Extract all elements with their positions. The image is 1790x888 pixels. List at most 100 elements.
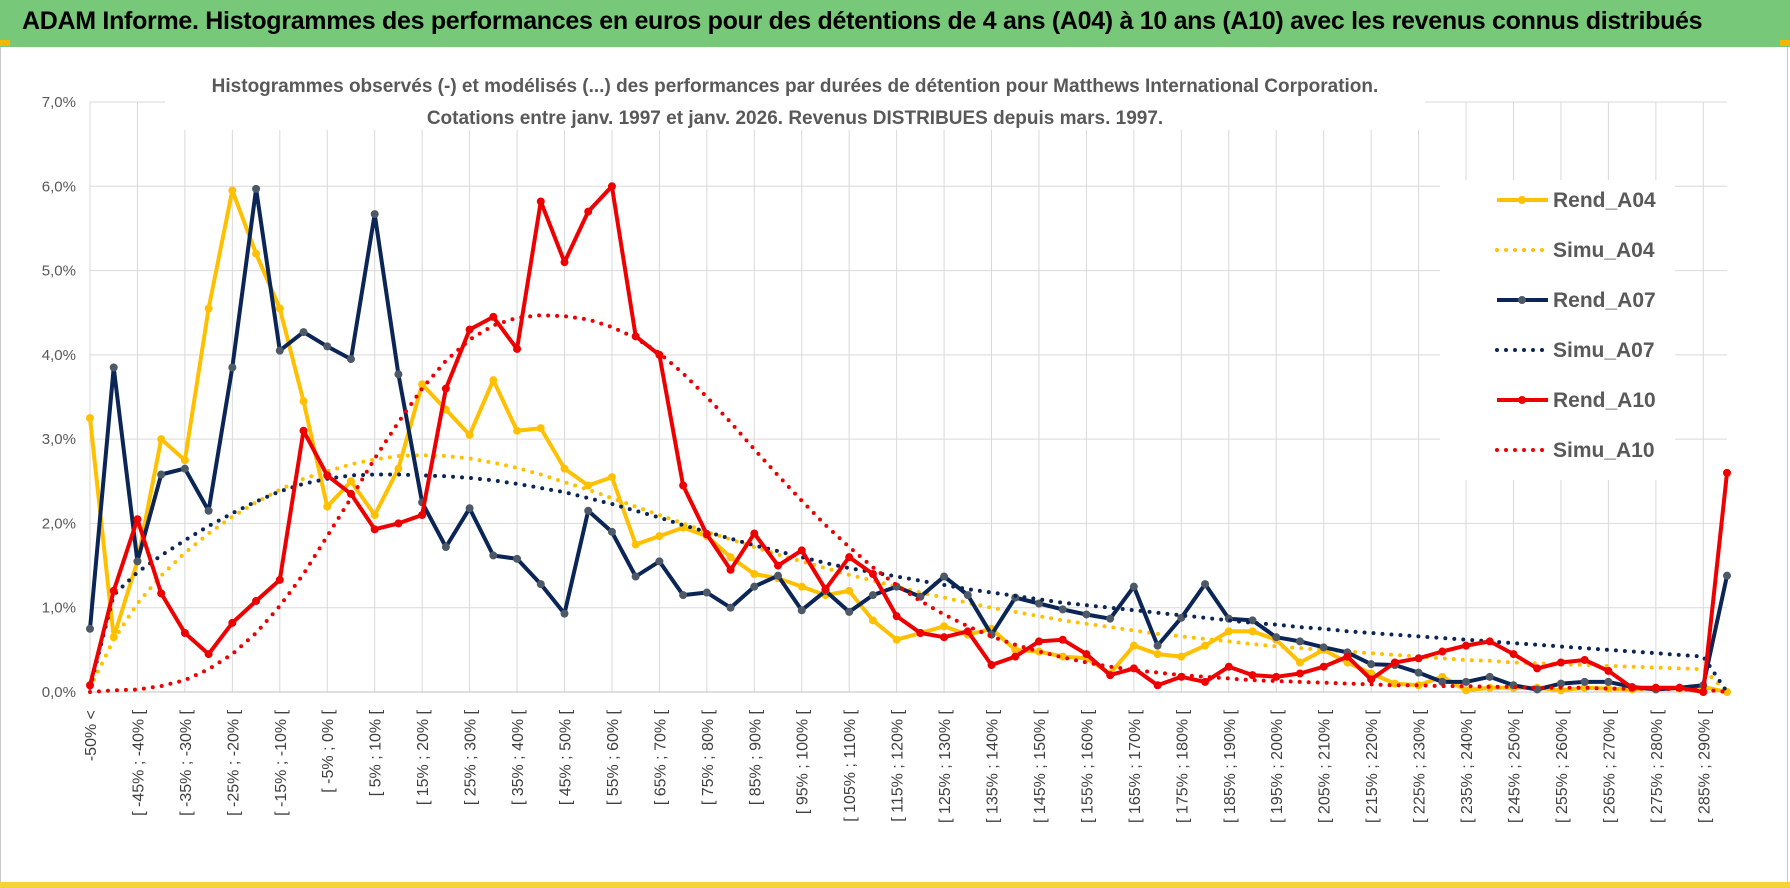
data-point-rend-a10 [1462, 641, 1471, 650]
x-tick-label: [ 65% ; 70% [ [652, 709, 669, 805]
data-point-rend-a10 [157, 589, 166, 598]
x-tick-label: [ 275% ; 280% [ [1649, 709, 1666, 823]
data-point-rend-a07 [797, 606, 806, 615]
data-point-rend-a04 [726, 553, 735, 562]
data-point-rend-a10 [963, 627, 972, 636]
data-point-rend-a10 [1580, 655, 1589, 664]
data-point-rend-a07 [204, 506, 213, 515]
x-tick-label: [ 155% ; 160% [ [1079, 709, 1096, 823]
data-point-rend-a10 [133, 515, 142, 524]
legend-marker-rend-a07 [1518, 296, 1526, 304]
x-tick-label: [ 205% ; 210% [ [1317, 709, 1334, 823]
x-tick-label: [ 45% ; 50% [ [557, 709, 574, 805]
data-point-rend-a04 [584, 481, 593, 490]
data-point-rend-a04 [346, 477, 355, 486]
series-line-rend-a07 [88, 186, 1729, 692]
data-point-rend-a07 [1058, 605, 1067, 614]
data-point-rend-a10 [1224, 662, 1233, 671]
data-point-rend-a07 [86, 624, 94, 633]
data-point-rend-a10 [370, 525, 379, 534]
x-tick-label: [ -15% ; -10% [ [273, 709, 290, 815]
data-point-rend-a04 [418, 380, 427, 389]
series-line-rend-a10 [88, 184, 1729, 694]
y-tick-label: 7,0% [42, 94, 76, 111]
data-point-rend-a07 [845, 607, 854, 616]
y-tick-label: 5,0% [42, 263, 76, 280]
data-point-rend-a10 [1295, 669, 1304, 678]
data-point-rend-a04 [465, 430, 474, 439]
data-point-rend-a10 [180, 629, 189, 637]
data-point-rend-a04 [655, 532, 664, 541]
data-point-rend-a10 [797, 546, 806, 555]
data-point-rend-a10 [109, 586, 118, 595]
data-point-rend-a04 [560, 464, 569, 473]
data-point-rend-a10 [607, 182, 616, 191]
series-line-simu-a04 [88, 453, 1729, 694]
x-tick-label: [ 185% ; 190% [ [1222, 709, 1239, 823]
report-banner: ADAM Informe. Histogrammes des performan… [0, 0, 1790, 47]
data-point-rend-a04 [513, 426, 522, 435]
x-tick-label: [ 225% ; 230% [ [1412, 709, 1429, 823]
data-point-rend-a07 [1201, 580, 1210, 589]
data-point-rend-a04 [1129, 641, 1138, 650]
data-point-rend-a10 [513, 344, 522, 353]
x-tick-label: [ 85% ; 90% [ [747, 709, 764, 805]
chart-subtitle: Cotations entre janv. 1997 et janv. 2026… [427, 108, 1163, 129]
data-point-rend-a07 [560, 609, 569, 618]
data-point-rend-a10 [1343, 652, 1352, 661]
data-point-rend-a07 [157, 470, 166, 479]
data-point-rend-a04 [228, 186, 237, 195]
data-point-rend-a10 [584, 207, 593, 216]
data-point-rend-a10 [845, 553, 854, 562]
data-point-rend-a07 [963, 591, 972, 600]
data-point-rend-a10 [299, 426, 308, 435]
data-point-rend-a04 [892, 635, 901, 644]
legend-label-simu-a04: Simu_A04 [1553, 239, 1655, 262]
x-tick-label: [ 165% ; 170% [ [1127, 709, 1144, 823]
data-point-rend-a10 [536, 197, 545, 206]
data-point-rend-a10 [1106, 671, 1115, 680]
x-tick-label: [ 265% ; 270% [ [1601, 709, 1618, 823]
data-point-rend-a10 [489, 312, 498, 321]
series-line-simu-a07 [88, 472, 1729, 694]
series-line-simu-a10 [88, 313, 1729, 694]
data-point-rend-a07 [1556, 679, 1565, 688]
data-point-rend-a07 [655, 557, 664, 566]
legend-label-simu-a10: Simu_A10 [1553, 439, 1655, 462]
data-point-rend-a10 [1438, 647, 1447, 656]
legend-label-rend-a04: Rend_A04 [1553, 189, 1656, 212]
data-point-rend-a10 [1414, 654, 1423, 663]
data-point-rend-a10 [726, 565, 735, 574]
banner-accent-right [1780, 40, 1790, 46]
x-tick-label: [ 35% ; 40% [ [510, 709, 527, 805]
data-point-rend-a04 [1201, 641, 1210, 650]
x-tick-label: [ -35% ; -30% [ [178, 709, 195, 815]
data-point-rend-a04 [489, 376, 498, 385]
data-point-rend-a04 [394, 464, 403, 473]
x-tick-label: [ -25% ; -20% [ [225, 709, 242, 815]
data-point-rend-a10 [1248, 671, 1257, 680]
x-tick-label: [ 135% ; 140% [ [985, 709, 1002, 823]
x-tick-label: [ 115% ; 120% [ [890, 709, 907, 821]
data-point-rend-a07 [631, 572, 640, 581]
data-point-rend-a04 [180, 456, 189, 465]
data-point-rend-a10 [465, 325, 474, 334]
data-point-rend-a10 [560, 258, 569, 267]
data-point-rend-a10 [394, 519, 403, 528]
data-point-rend-a10 [1556, 658, 1565, 667]
data-point-rend-a10 [916, 629, 925, 637]
chart-title-block: Histogrammes observés (-) et modélisés (… [165, 62, 1425, 130]
data-point-rend-a04 [86, 414, 94, 423]
data-point-rend-a07 [607, 527, 616, 536]
bottom-accent-bar [0, 882, 1790, 888]
data-point-rend-a10 [1319, 662, 1328, 671]
data-point-rend-a04 [607, 473, 616, 482]
data-point-rend-a04 [1248, 627, 1257, 636]
data-point-rend-a04 [1462, 686, 1471, 695]
data-point-rend-a07 [323, 342, 332, 351]
axis-layer: 0,0% 1,0% 2,0% 3,0% 4,0% 5,0% 6,0% 7,0% -50% < [ … [42, 94, 1727, 823]
data-point-rend-a04 [323, 502, 332, 511]
data-point-rend-a07 [1034, 599, 1043, 608]
data-point-rend-a10 [86, 681, 94, 690]
